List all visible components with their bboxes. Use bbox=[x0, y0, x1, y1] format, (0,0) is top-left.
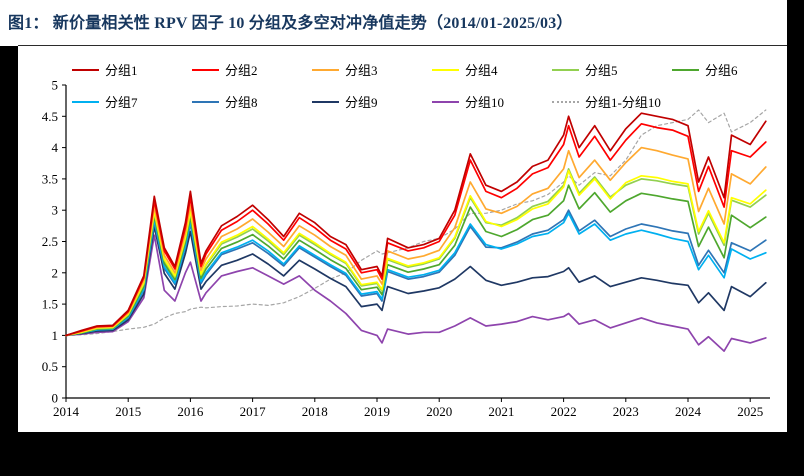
y-tick-label: 2 bbox=[52, 265, 59, 280]
legend-item-group7: 分组7 bbox=[72, 92, 192, 111]
legend-item-group8: 分组8 bbox=[192, 92, 312, 111]
legend-item-group5: 分组5 bbox=[552, 60, 672, 79]
x-tick-label: 2016 bbox=[177, 404, 204, 419]
x-tick-label: 2019 bbox=[364, 404, 390, 419]
legend-swatch-group3 bbox=[312, 68, 339, 71]
y-tick-label: 4 bbox=[52, 140, 59, 155]
y-tick-label: 1 bbox=[52, 328, 59, 343]
legend-swatch-group2 bbox=[192, 68, 219, 71]
x-tick-label: 2024 bbox=[675, 404, 702, 419]
x-tick-label: 2015 bbox=[115, 404, 141, 419]
legend-label-group2: 分组2 bbox=[225, 63, 258, 78]
legend-swatch-group9 bbox=[312, 100, 339, 103]
series-line-分组10 bbox=[65, 234, 767, 352]
y-tick-label: 5 bbox=[52, 78, 59, 93]
figure-title: 图1： 新价量相关性 RPV 因子 10 分组及多空对冲净值走势（2014/01… bbox=[8, 15, 573, 32]
legend-item-group6: 分组6 bbox=[672, 60, 792, 79]
series-line-分组9 bbox=[65, 225, 767, 337]
x-tick-label: 2023 bbox=[613, 404, 639, 419]
series-line-分组1-分组10 bbox=[65, 109, 767, 336]
y-tick-label: 1.5 bbox=[42, 297, 58, 312]
x-tick-label: 2014 bbox=[53, 404, 80, 419]
y-tick-label: 3.5 bbox=[42, 171, 58, 186]
legend-row-1: 分组1 分组2 分组3 分组4 分组5 分组6 bbox=[72, 60, 792, 79]
legend-label-group4: 分组4 bbox=[465, 63, 498, 78]
legend-item-hedge: 分组1-分组10 bbox=[552, 92, 672, 111]
y-tick-label: 0 bbox=[52, 391, 59, 406]
x-tick-label: 2018 bbox=[302, 404, 328, 419]
legend-label-group1: 分组1 bbox=[105, 63, 138, 78]
legend-label-hedge: 分组1-分组10 bbox=[585, 95, 661, 110]
legend-label-group7: 分组7 bbox=[105, 95, 138, 110]
y-tick-label: 3 bbox=[52, 203, 59, 218]
legend-item-group1: 分组1 bbox=[72, 60, 192, 79]
legend-item-group9: 分组9 bbox=[312, 92, 432, 111]
x-tick-label: 2025 bbox=[737, 404, 763, 419]
legend-label-group3: 分组3 bbox=[345, 63, 378, 78]
legend-label-group6: 分组6 bbox=[705, 63, 738, 78]
figure-background bbox=[0, 0, 787, 432]
legend-swatch-group7 bbox=[72, 100, 99, 103]
legend-swatch-group1 bbox=[72, 68, 99, 71]
y-tick-label: 4.5 bbox=[42, 109, 58, 124]
x-tick-label: 2021 bbox=[488, 404, 514, 419]
legend-item-group3: 分组3 bbox=[312, 60, 432, 79]
y-tick-label: 0.5 bbox=[42, 359, 58, 374]
letterbox-left bbox=[0, 46, 18, 432]
legend-label-group5: 分组5 bbox=[585, 63, 618, 78]
series-line-分组3 bbox=[65, 146, 767, 337]
legend-swatch-group6 bbox=[672, 68, 699, 71]
legend-item-group2: 分组2 bbox=[192, 60, 312, 79]
series-line-分组4 bbox=[65, 169, 767, 337]
series-line-分组2 bbox=[65, 122, 767, 337]
y-tick-label: 2.5 bbox=[42, 234, 58, 249]
x-tick-label: 2020 bbox=[426, 404, 452, 419]
legend-item-group10: 分组10 bbox=[432, 92, 552, 111]
series-line-分组7 bbox=[65, 212, 767, 337]
letterbox-right bbox=[787, 0, 804, 476]
x-tick-label: 2017 bbox=[240, 404, 267, 419]
series-line-分组5 bbox=[65, 168, 767, 337]
legend-item-group4: 分组4 bbox=[432, 60, 552, 79]
legend-swatch-hedge bbox=[552, 100, 579, 103]
legend-row-2: 分组7 分组8 分组9 分组10 分组1-分组10 bbox=[72, 92, 672, 111]
legend-swatch-group8 bbox=[192, 100, 219, 103]
legend-swatch-group10 bbox=[432, 100, 459, 103]
legend-label-group8: 分组8 bbox=[225, 95, 258, 110]
legend-swatch-group4 bbox=[432, 68, 459, 71]
legend-label-group9: 分组9 bbox=[345, 95, 378, 110]
x-tick-label: 2022 bbox=[551, 404, 577, 419]
series-line-分组1 bbox=[65, 112, 767, 337]
title-divider-line bbox=[18, 45, 787, 46]
letterbox-bottom bbox=[0, 432, 804, 476]
legend-swatch-group5 bbox=[552, 68, 579, 71]
legend-label-group10: 分组10 bbox=[465, 95, 505, 110]
